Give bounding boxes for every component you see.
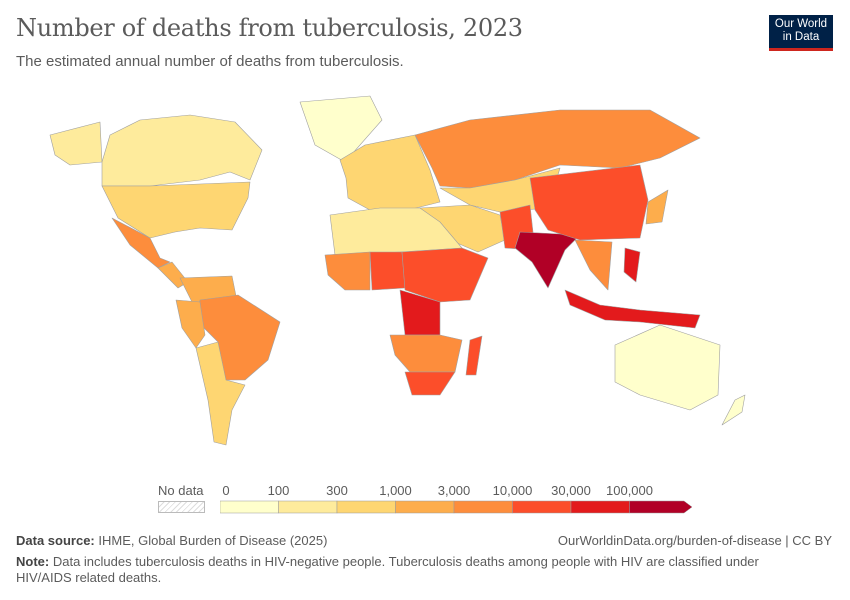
region-southeast-asia[interactable] [574,239,613,291]
world-map [49,95,746,446]
region-europe[interactable] [339,134,441,213]
region-canada[interactable] [101,114,263,187]
no-data-swatch [158,501,205,513]
legend-tick-label: 30,000 [551,483,591,498]
region-southern-cone[interactable] [195,341,246,446]
region-nigeria[interactable] [369,251,406,291]
region-china[interactable] [529,164,649,241]
region-west-africa[interactable] [324,251,371,291]
legend-tick-label: 0 [222,483,230,498]
region-alaska[interactable] [49,121,103,166]
page-title: Number of deaths from tuberculosis, 2023 [16,14,523,42]
region-japan[interactable] [645,189,669,225]
page-subtitle: The estimated annual number of deaths fr… [16,53,404,70]
legend-bin-6[interactable] [570,500,630,514]
region-east-africa[interactable] [401,247,489,303]
region-brazil[interactable] [197,294,281,381]
legend-tick-label: 10,000 [492,483,533,498]
legend-tick-label: 300 [326,483,348,498]
source-url-link[interactable]: OurWorldinData.org/burden-of-disease | C… [557,533,832,548]
region-philippines[interactable] [623,247,641,283]
legend-tick-label: 100,000 [606,483,653,498]
legend-bin-2[interactable] [336,500,396,514]
region-madagascar[interactable] [465,335,483,376]
region-australia[interactable] [614,324,721,411]
note-text: Data includes tuberculosis deaths in HIV… [16,554,759,585]
no-data-label: No data [158,483,204,498]
region-peru[interactable] [175,299,206,349]
data-source: Data source: IHME, Global Burden of Dise… [16,533,327,548]
legend-tick-label: 3,000 [437,483,471,498]
owid-logo[interactable]: Our World in Data [769,15,833,51]
region-south-africa[interactable] [404,371,456,396]
legend-bin-4[interactable] [453,500,513,514]
legend-bin-3[interactable] [395,500,455,514]
region-mexico[interactable] [111,217,171,269]
note: Note: Data includes tuberculosis deaths … [16,554,816,586]
region-india[interactable] [514,231,581,289]
legend-bin-0[interactable] [220,500,279,514]
logo-line1: Our World [774,18,828,30]
legend-tick-label: 100 [267,483,290,498]
region-southern-africa[interactable] [389,334,463,373]
legend-bin-1[interactable] [278,500,338,514]
region-greenland[interactable] [299,95,383,163]
logo-line2: in Data [782,31,820,43]
legend-bin-7[interactable] [629,500,693,514]
region-new-zealand[interactable] [721,394,746,426]
legend-tick-label: 1,000 [379,483,412,498]
source-text: IHME, Global Burden of Disease (2025) [98,533,328,548]
region-indonesia[interactable] [564,289,701,329]
region-usa[interactable] [101,181,251,239]
legend-color-bar [220,500,693,514]
note-label: Note: [16,554,50,569]
legend-bin-5[interactable] [512,500,572,514]
source-label: Data source: [16,533,95,548]
